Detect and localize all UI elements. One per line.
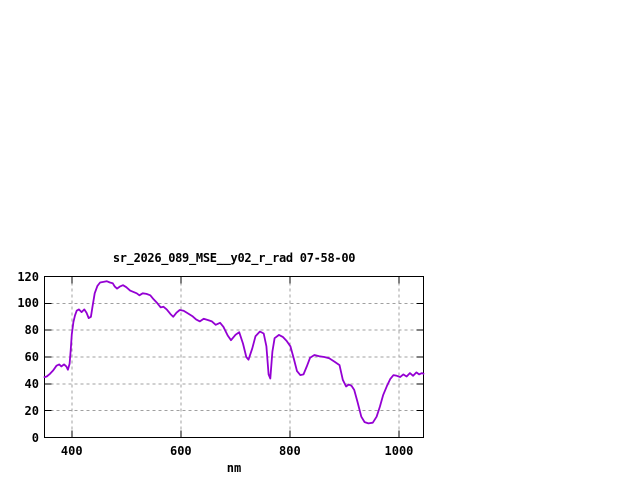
y-tick-label: 60 <box>24 350 39 364</box>
x-tick-label: 600 <box>169 444 192 458</box>
y-tick-label: 0 <box>31 430 39 445</box>
y-tick-label: 100 <box>17 296 39 311</box>
y-tick-label: 20 <box>24 403 39 418</box>
x-tick-label: 1000 <box>384 444 414 458</box>
x-axis-title: nm <box>226 461 242 475</box>
chart-title: sr_2026_089_MSE__y02_r_rad 07-58-00 <box>112 251 356 265</box>
y-tick-label: 120 <box>17 269 39 284</box>
spectrum-line <box>43 280 425 425</box>
y-tick-label: 80 <box>24 323 39 338</box>
y-tick-label: 40 <box>24 376 39 391</box>
x-tick-label: 800 <box>279 444 301 458</box>
x-tick-label: 400 <box>60 444 83 458</box>
